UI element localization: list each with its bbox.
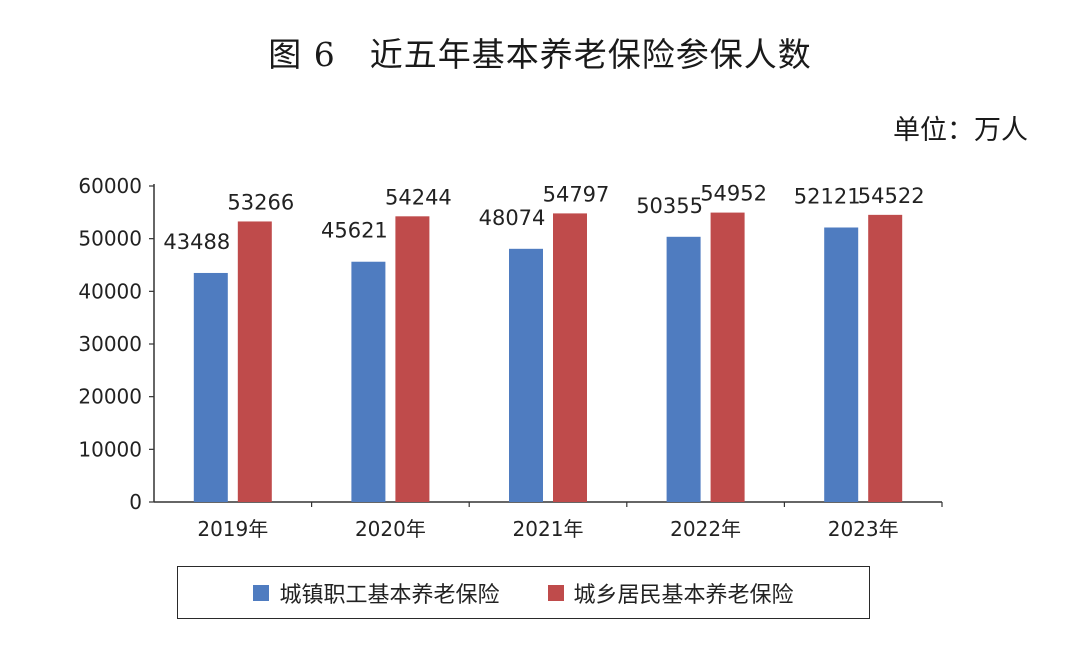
x-tick-label: 2022年 [670,517,741,541]
legend-label-series1: 城镇职工基本养老保险 [279,582,500,608]
data-label-series1: 52121 [794,184,861,208]
bar-series2 [710,212,745,503]
legend-swatch-series1 [253,584,270,601]
legend: 城镇职工基本养老保险 城乡居民基本养老保险 [177,566,870,619]
y-tick-label: 40000 [78,279,142,303]
data-label-series1: 45621 [321,219,388,243]
y-tick-label: 60000 [78,174,142,198]
data-label-series1: 43488 [163,230,230,254]
data-label-series2: 54244 [385,185,452,209]
bar-series2 [553,213,587,502]
bar-series2 [868,214,903,502]
data-label-series2: 54797 [543,182,610,206]
data-label-series1: 48074 [479,206,546,230]
y-tick-label: 30000 [78,332,142,356]
legend-swatch-series2 [547,584,564,601]
legend-item-series2: 城乡居民基本养老保险 [547,577,794,609]
legend-label-series2: 城乡居民基本养老保险 [573,582,794,608]
y-tick-label: 20000 [78,385,142,409]
legend-item-series1: 城镇职工基本养老保险 [253,577,500,609]
unit-label: 单位：万人 [893,115,1028,146]
x-tick-label: 2019年 [197,517,268,541]
y-tick-label: 50000 [78,227,142,251]
x-tick-label: 2023年 [828,517,899,541]
bar-series1 [509,248,543,502]
x-tick-label: 2021年 [513,517,584,541]
data-label-series1: 50355 [636,194,703,218]
bar-series1 [193,272,228,502]
x-tick-label: 2020年 [355,517,426,541]
y-tick-label: 10000 [78,437,142,461]
bar-series2 [237,221,272,502]
bar-series1 [351,261,386,502]
data-label-series2: 54952 [700,182,767,206]
bar-series2 [395,216,430,502]
y-tick-label: 0 [129,490,142,514]
data-label-series2: 54522 [858,184,925,208]
data-label-series2: 53266 [227,190,294,214]
chart-title: 图 6 近五年基本养老保险参保人数 [268,35,812,74]
bar-series1 [824,227,859,502]
bar-series1 [666,236,701,502]
